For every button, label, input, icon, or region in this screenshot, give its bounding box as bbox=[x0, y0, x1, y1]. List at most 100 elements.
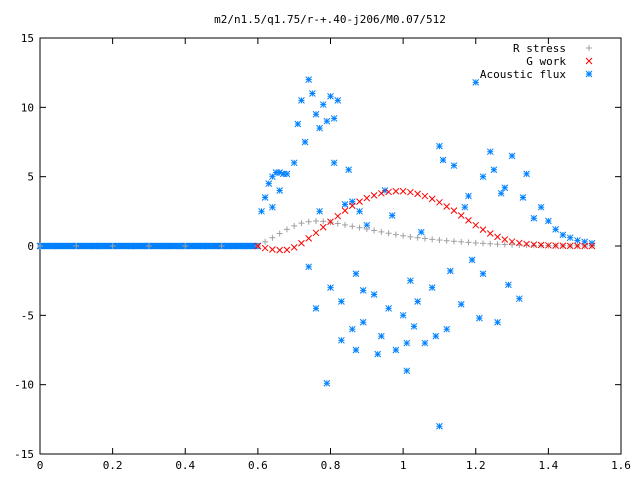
y-tick-label: 0 bbox=[27, 240, 34, 253]
data-point bbox=[301, 138, 309, 146]
data-point bbox=[345, 166, 353, 174]
legend-marker bbox=[585, 57, 593, 65]
data-point bbox=[348, 202, 356, 210]
data-point bbox=[588, 242, 596, 250]
data-point bbox=[421, 235, 428, 242]
data-point bbox=[334, 212, 342, 220]
data-point bbox=[472, 79, 480, 86]
data-point bbox=[494, 318, 501, 326]
data-point bbox=[545, 241, 552, 249]
data-point bbox=[476, 314, 483, 322]
data-point bbox=[450, 238, 457, 245]
data-point bbox=[400, 232, 407, 239]
data-point bbox=[316, 207, 323, 215]
data-point bbox=[378, 228, 385, 235]
legend-label: Acoustic flux bbox=[480, 68, 566, 81]
data-point bbox=[436, 198, 443, 206]
data-point bbox=[480, 240, 487, 247]
data-point bbox=[283, 246, 291, 254]
series-g-work bbox=[254, 187, 596, 254]
legend-label: G work bbox=[526, 55, 566, 68]
data-point bbox=[377, 189, 385, 197]
data-point bbox=[545, 217, 552, 225]
data-point bbox=[421, 192, 429, 200]
data-point bbox=[269, 246, 276, 253]
data-point bbox=[276, 246, 284, 254]
data-point bbox=[388, 212, 396, 219]
data-point bbox=[468, 256, 476, 264]
data-point bbox=[182, 243, 189, 249]
data-point bbox=[574, 242, 581, 250]
data-point bbox=[414, 234, 421, 241]
data-point bbox=[574, 237, 581, 244]
data-point bbox=[436, 142, 443, 150]
x-tick-label: 0.8 bbox=[321, 459, 341, 472]
data-point bbox=[392, 346, 400, 354]
y-tick-label: 15 bbox=[21, 32, 34, 45]
data-point bbox=[399, 311, 407, 319]
data-point bbox=[581, 242, 589, 250]
data-point bbox=[305, 76, 313, 83]
data-point bbox=[374, 350, 382, 358]
data-point bbox=[305, 235, 313, 242]
data-point bbox=[523, 240, 530, 248]
data-point bbox=[359, 287, 367, 294]
data-point bbox=[494, 241, 501, 248]
data-point bbox=[436, 422, 443, 430]
data-point bbox=[363, 194, 371, 202]
x-tick-label: 1.2 bbox=[466, 459, 486, 472]
series-acoustic-flux bbox=[36, 76, 596, 430]
x-tick-label: 0 bbox=[37, 459, 44, 472]
legend-label: R stress bbox=[513, 42, 566, 55]
data-point bbox=[283, 170, 291, 178]
data-point bbox=[377, 332, 385, 340]
data-point bbox=[341, 207, 349, 214]
data-point bbox=[305, 263, 313, 271]
chart-title: m2/n1.5/q1.75/r-+.40-j206/M0.07/512 bbox=[214, 13, 446, 26]
data-point bbox=[428, 195, 436, 203]
data-point bbox=[487, 240, 494, 247]
x-tick-label: 1 bbox=[400, 459, 407, 472]
data-point bbox=[276, 187, 284, 194]
data-point bbox=[472, 221, 480, 229]
data-point bbox=[327, 218, 334, 226]
data-point bbox=[385, 305, 392, 312]
legend-marker bbox=[586, 45, 592, 51]
data-point bbox=[479, 173, 487, 181]
data-point bbox=[457, 212, 465, 219]
y-tick-label: 10 bbox=[21, 101, 34, 114]
data-point bbox=[323, 117, 331, 125]
data-point bbox=[537, 241, 545, 249]
data-point bbox=[283, 226, 290, 233]
data-point bbox=[523, 170, 530, 178]
data-point bbox=[308, 90, 316, 97]
data-point bbox=[403, 339, 411, 347]
data-point bbox=[258, 207, 265, 215]
data-point bbox=[505, 281, 512, 289]
data-point bbox=[261, 244, 269, 252]
data-point bbox=[530, 214, 538, 222]
data-point bbox=[334, 220, 341, 227]
data-point bbox=[348, 325, 356, 333]
data-point bbox=[421, 339, 429, 347]
data-point bbox=[265, 180, 273, 187]
data-point bbox=[537, 203, 545, 211]
data-point bbox=[312, 305, 320, 312]
data-point bbox=[566, 234, 574, 242]
data-point bbox=[385, 188, 392, 196]
data-point bbox=[109, 243, 116, 249]
data-point bbox=[218, 243, 225, 249]
data-point bbox=[486, 148, 494, 156]
data-point bbox=[298, 220, 305, 227]
data-point bbox=[519, 194, 527, 201]
data-point bbox=[443, 203, 451, 210]
data-point bbox=[479, 226, 487, 233]
data-point bbox=[312, 218, 319, 225]
data-point bbox=[523, 242, 530, 249]
data-point bbox=[417, 228, 425, 236]
x-tick-label: 0.6 bbox=[248, 459, 268, 472]
data-point bbox=[559, 242, 567, 250]
data-point bbox=[349, 223, 356, 230]
data-point bbox=[428, 284, 436, 291]
